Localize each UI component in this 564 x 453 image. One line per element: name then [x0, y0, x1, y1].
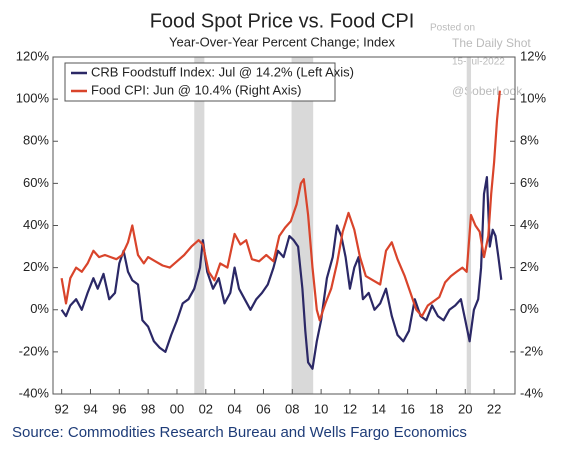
x-tick-label: 00	[170, 401, 184, 416]
y-tick-label: 120%	[16, 48, 50, 63]
chart-title: Food Spot Price vs. Food CPI	[150, 10, 415, 32]
recession-band	[291, 57, 314, 394]
y2-tick-label: 12%	[520, 48, 546, 63]
x-tick-label: 98	[141, 401, 155, 416]
y2-tick-label: 0%	[520, 301, 539, 316]
recession-band	[466, 57, 472, 394]
x-tick-label: 96	[112, 401, 126, 416]
y2-tick-label: -4%	[520, 385, 544, 400]
watermark: Posted on The Daily Shot 15-Jul-2022 @So…	[430, 23, 531, 99]
y-tick-label: 0%	[30, 301, 49, 316]
x-tick-label: 94	[83, 401, 97, 416]
y-tick-label: 20%	[23, 259, 49, 274]
legend-label: Food CPI: Jun @ 10.4% (Right Axis)	[91, 82, 301, 97]
x-tick-label: 20	[458, 401, 472, 416]
y-tick-label: 100%	[16, 91, 50, 106]
watermark-text: Posted on	[430, 23, 475, 34]
watermark-text: @SoberLook	[452, 84, 523, 98]
watermark-text: 15-Jul-2022	[452, 57, 505, 68]
x-tick-label: 12	[343, 401, 357, 416]
watermark-text: The Daily Shot	[452, 36, 531, 50]
y2-tick-label: 6%	[520, 175, 539, 190]
series-line	[60, 176, 503, 370]
x-tick-label: 10	[314, 401, 328, 416]
recession-band	[194, 57, 205, 394]
y2-tick-label: 8%	[520, 133, 539, 148]
y-tick-label: 80%	[23, 133, 49, 148]
legend-box	[64, 62, 336, 102]
x-tick-label: 22	[487, 401, 501, 416]
y-tick-label: 40%	[23, 217, 49, 232]
y2-tick-label: -2%	[520, 343, 544, 358]
x-tick-label: 02	[199, 401, 213, 416]
y2-tick-label: 4%	[520, 217, 539, 232]
y-tick-label: 60%	[23, 175, 49, 190]
x-tick-label: 18	[429, 401, 443, 416]
x-tick-label: 92	[54, 401, 68, 416]
y-tick-label: -40%	[19, 385, 50, 400]
legend: CRB Foodstuff Index: Jul @ 14.2% (Left A…	[64, 62, 354, 102]
x-tick-label: 14	[372, 401, 386, 416]
x-tick-label: 04	[227, 401, 241, 416]
source-note: Source: Commodities Research Bureau and …	[12, 424, 467, 441]
y2-tick-label: 2%	[520, 259, 539, 274]
x-tick-label: 08	[285, 401, 299, 416]
x-tick-label: 06	[256, 401, 270, 416]
legend-label: CRB Foodstuff Index: Jul @ 14.2% (Left A…	[91, 64, 354, 79]
chart-subtitle: Year-Over-Year Percent Change; Index	[169, 34, 395, 49]
x-tick-label: 16	[400, 401, 414, 416]
plot-frame	[52, 56, 516, 395]
series-line	[60, 90, 501, 322]
y-tick-label: -20%	[19, 343, 50, 358]
y2-tick-label: 10%	[520, 91, 546, 106]
